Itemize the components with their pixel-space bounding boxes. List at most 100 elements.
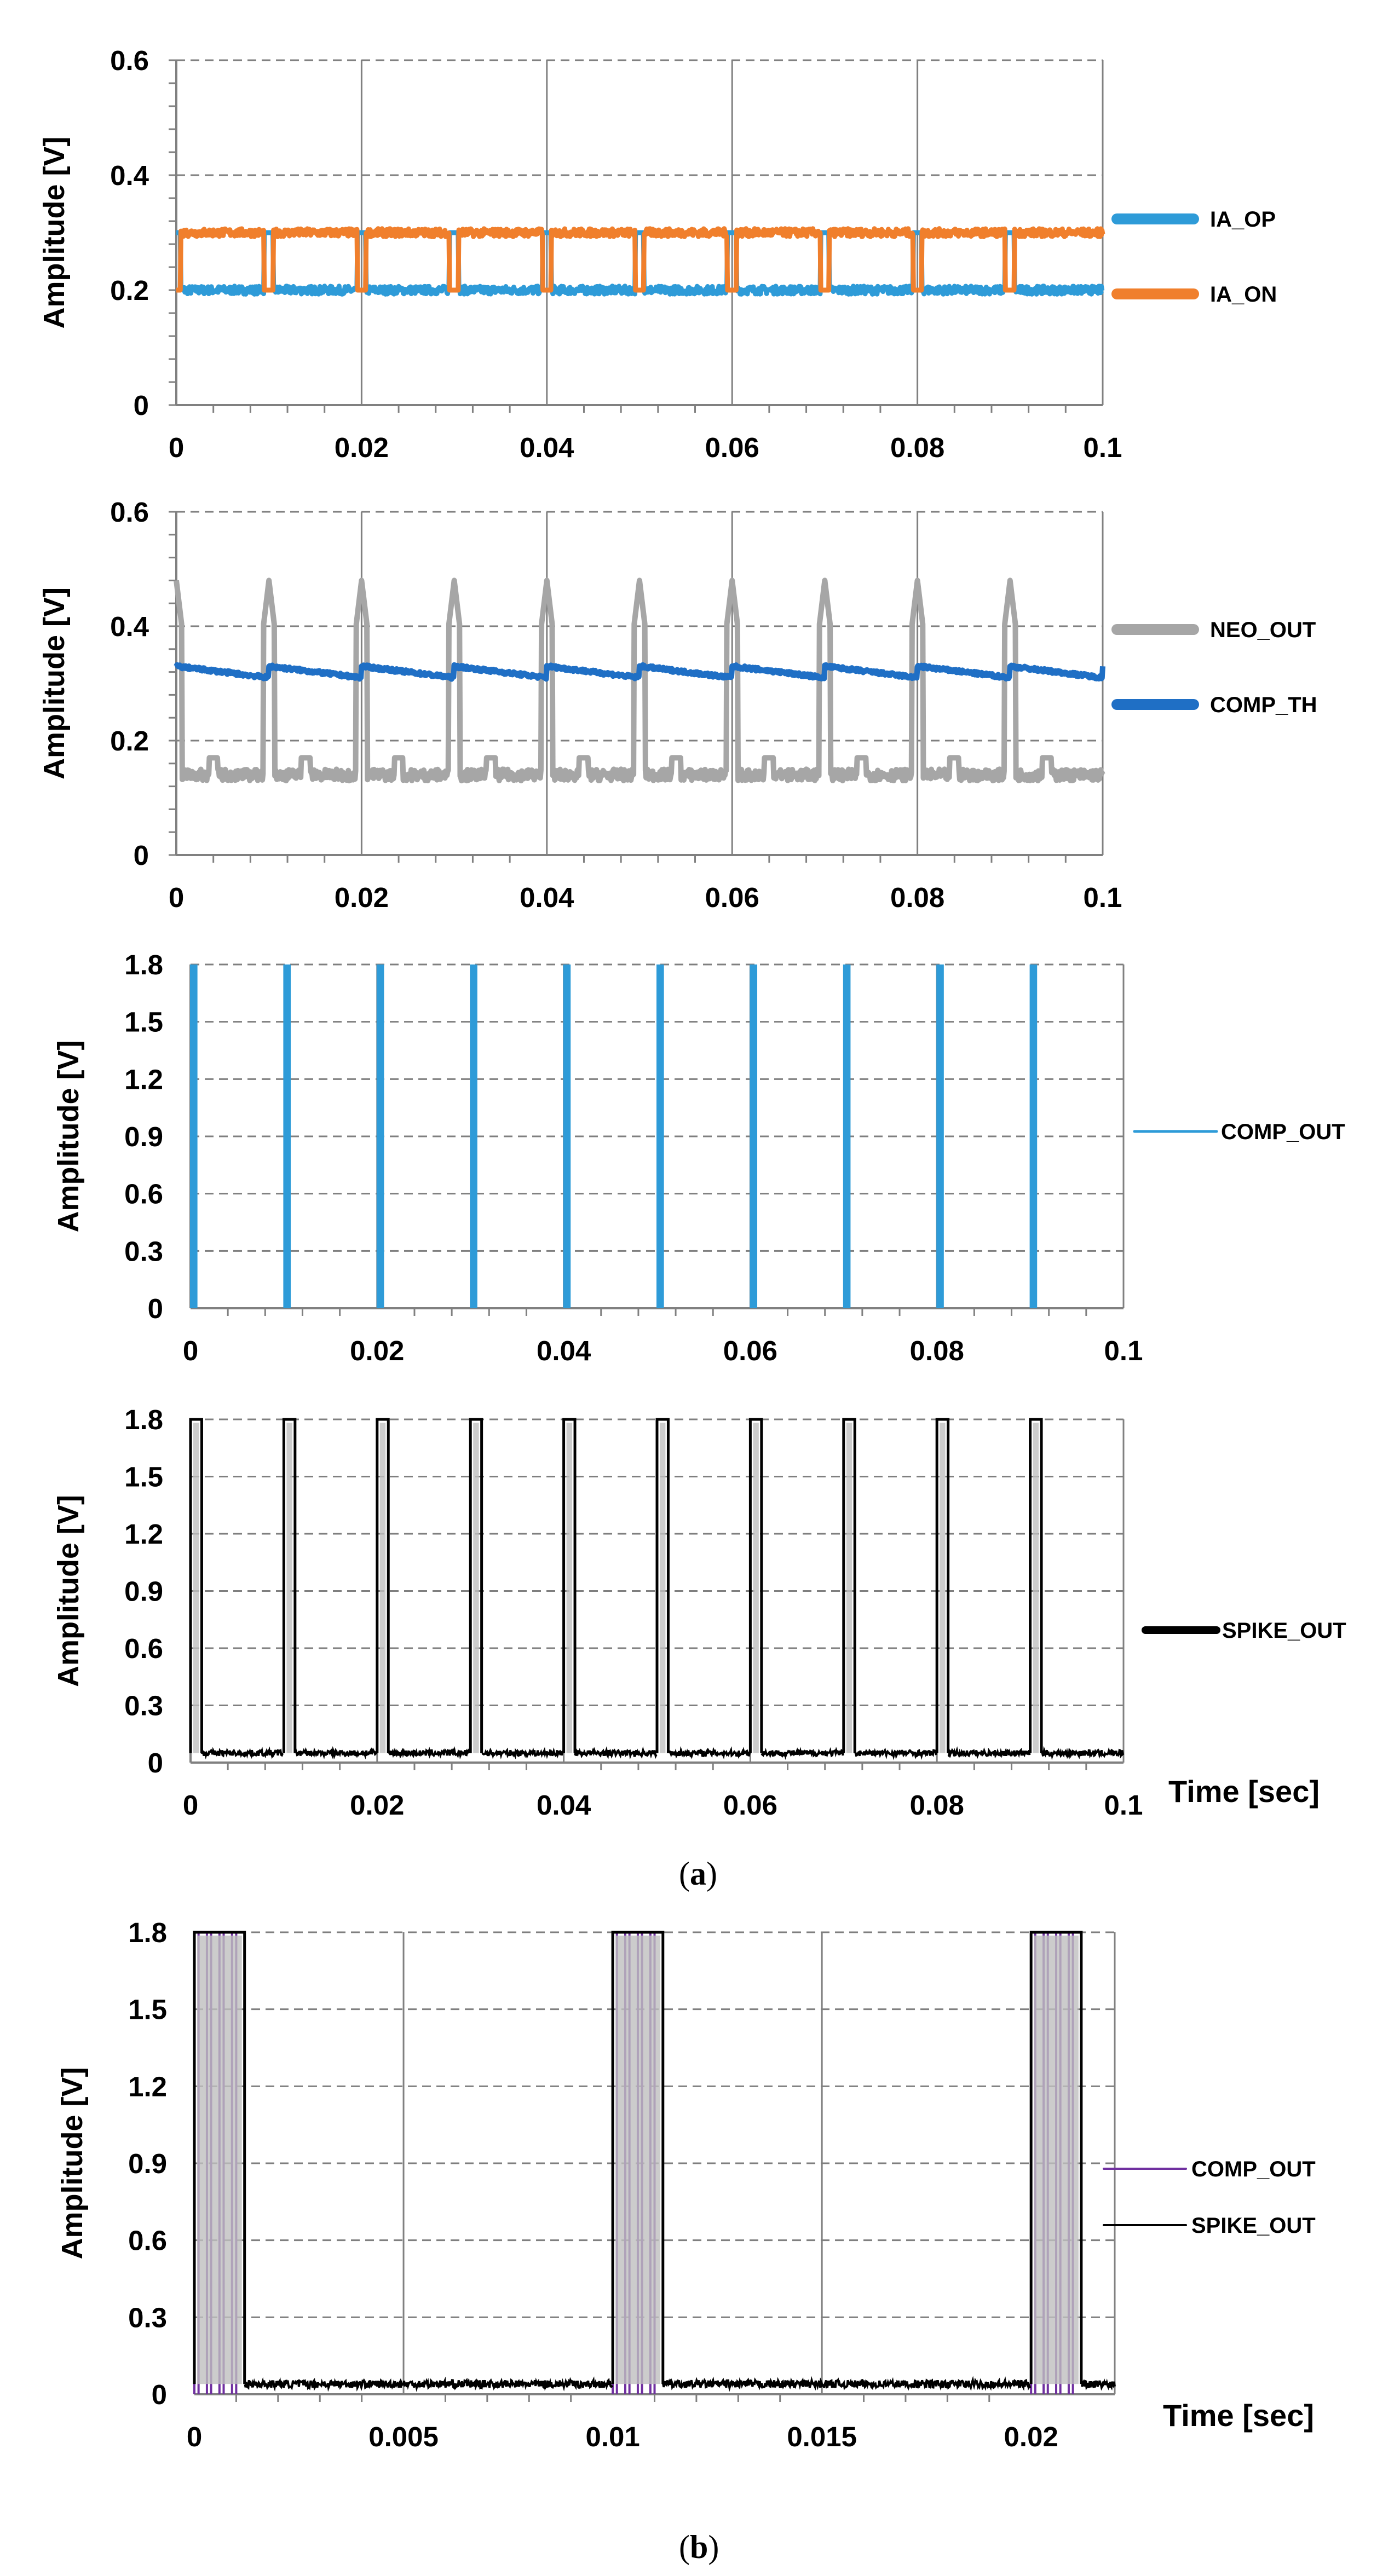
series-SPIKE_OUT-pulse-fill [379,1423,386,1753]
x-tick-label: 0.04 [520,882,574,913]
x-tick-label: 0 [183,1789,198,1821]
series-SPIKE_OUT-pulse-fill [566,1423,573,1753]
x-axis-label: Time [sec] [1168,1774,1320,1809]
series-COMP_TH [174,662,1105,682]
y-tick-label: 0.3 [124,1235,163,1267]
series-SPIKE_OUT-pulse [655,1418,670,1753]
series-SPIKE_OUT-baseline [244,2376,614,2393]
series-COMP_OUT-pulse [376,964,384,1308]
caption-b: (b) [679,2529,719,2565]
series-SPIKE_OUT-pulse-fill [846,1423,852,1753]
series-SPIKE_OUT-pulse-fill [615,1936,660,2384]
x-tick-label: 0.08 [910,1789,964,1821]
y-tick-label: 1.5 [124,1462,163,1493]
y-tick-label: 1.5 [128,1994,167,2025]
chart-a3: 0 0.02 0.04 0.06 0.08 0.1 0 0.3 0.6 0.9 1.2 1.5 1.8 A… [52,949,1345,1366]
series-SPIKE_OUT-pulse-fill [660,1423,666,1753]
legend-label-COMP_TH: COMP_TH [1210,693,1317,717]
series-SPIKE_OUT-pulse [193,1931,246,2384]
series-SPIKE_OUT-pulse [1029,1418,1043,1753]
y-tick-label: 0.2 [110,725,149,756]
series-SPIKE_OUT-baseline [761,1747,844,1760]
series-SPIKE_OUT-pulse-fill [473,1423,479,1753]
x-tick-label: 0.02 [335,432,389,463]
series-SPIKE_OUT-pulse [282,1418,297,1753]
series-SPIKE_OUT-pulse [469,1418,483,1753]
y-tick-label: 0 [134,390,149,421]
x-tick-label: 0.08 [890,432,944,463]
x-tick-label: 0.015 [787,2421,857,2452]
x-tick-label: 0 [169,882,184,913]
series-SPIKE_OUT-baseline [388,1746,471,1760]
y-tick-label: 0.3 [124,1690,163,1722]
y-tick-label: 0.3 [128,2302,167,2333]
x-tick-label: 0.1 [1084,432,1122,463]
series-COMP_OUT-pulse [936,964,944,1308]
chart-a1: 0 0.02 0.04 0.06 0.08 0.1 0 0.2 0.4 0.6 Amplitude … [38,45,1277,463]
y-tick-label: 0.6 [128,2225,167,2256]
series-IA_ON [174,226,1105,293]
x-tick-label: 0.06 [723,1789,777,1821]
x-tick-label: 0.1 [1104,1789,1143,1821]
y-tick-label: 1.2 [124,1064,163,1095]
series-IA_OP [174,230,1105,297]
series-SPIKE_OUT-baseline [947,1746,1031,1759]
legend-label-SPIKE_OUT: SPIKE_OUT [1222,1619,1346,1643]
x-tick-label: 0.04 [520,432,574,463]
series-SPIKE_OUT-pulse-fill [193,1423,199,1753]
series-COMP_OUT-pulse [283,964,291,1308]
x-tick-label: 0.02 [335,882,389,913]
x-tick-label: 0 [187,2421,202,2452]
series-SPIKE_OUT-pulse [611,1931,665,2384]
series-SPIKE_OUT-pulse-fill [286,1423,292,1753]
y-tick-label: 0.4 [110,611,149,642]
series-COMP_OUT-pulse [190,964,198,1308]
x-tick-label: 0 [169,432,184,463]
series-SPIKE_OUT-pulse-fill [197,1936,242,2384]
y-tick-label: 0.9 [124,1576,163,1607]
series-COMP_OUT-pulse [656,964,664,1308]
series-SPIKE_OUT-pulse [376,1418,390,1753]
series-SPIKE_OUT-baseline [854,1747,937,1760]
x-tick-label: 0.005 [368,2421,439,2452]
series-SPIKE_OUT-pulse [842,1418,856,1753]
series-SPIKE_OUT-baseline [200,1746,284,1760]
legend-label-IA_ON: IA_ON [1210,282,1277,307]
x-tick-label: 0.02 [350,1789,404,1821]
y-tick-label: 0.2 [110,275,149,306]
legend-label-NEO_OUT: NEO_OUT [1210,618,1316,642]
x-tick-label: 0.02 [1004,2421,1058,2452]
y-tick-label: 0.4 [110,160,149,191]
x-tick-label: 0.04 [537,1789,591,1821]
x-tick-label: 0.02 [350,1335,404,1366]
series-SPIKE_OUT-baseline [481,1747,564,1760]
series-SPIKE_OUT-baseline [294,1746,378,1760]
series-NEO_OUT [174,577,1105,784]
series-SPIKE_OUT-baseline [667,1746,751,1760]
y-axis-label: Amplitude [V] [52,1041,85,1233]
y-axis-label: Amplitude [V] [38,587,71,779]
x-tick-label: 0.08 [910,1335,964,1366]
caption-a: (a) [679,1856,717,1892]
y-axis-label: Amplitude [V] [52,1495,85,1687]
chart-b: 0 0.005 0.01 0.015 0.02 0 0.3 0.6 0.9 1.2 1.5 1.8 Am… [56,1917,1316,2452]
series-COMP_OUT-pulse [750,964,758,1308]
y-tick-label: 1.8 [124,949,163,980]
x-tick-label: 0.04 [537,1335,591,1366]
series-SPIKE_OUT-pulse [1029,1931,1083,2384]
y-tick-label: 0.6 [124,1179,163,1210]
y-tick-label: 0 [148,1293,163,1324]
y-tick-label: 1.2 [124,1518,163,1550]
x-tick-label: 0.01 [585,2421,639,2452]
series-SPIKE_OUT-pulse [562,1418,577,1753]
y-tick-label: 0.6 [110,45,149,76]
series-COMP_OUT-pulse [470,964,477,1308]
series-SPIKE_OUT-pulse-fill [1033,1423,1039,1753]
series-SPIKE_OUT-baseline [574,1746,658,1760]
x-tick-label: 0 [183,1335,198,1366]
x-tick-label: 0.1 [1084,882,1122,913]
y-tick-label: 1.8 [124,1404,163,1435]
series-SPIKE_OUT-pulse-fill [940,1423,946,1753]
series-COMP_OUT-pulse [563,964,571,1308]
